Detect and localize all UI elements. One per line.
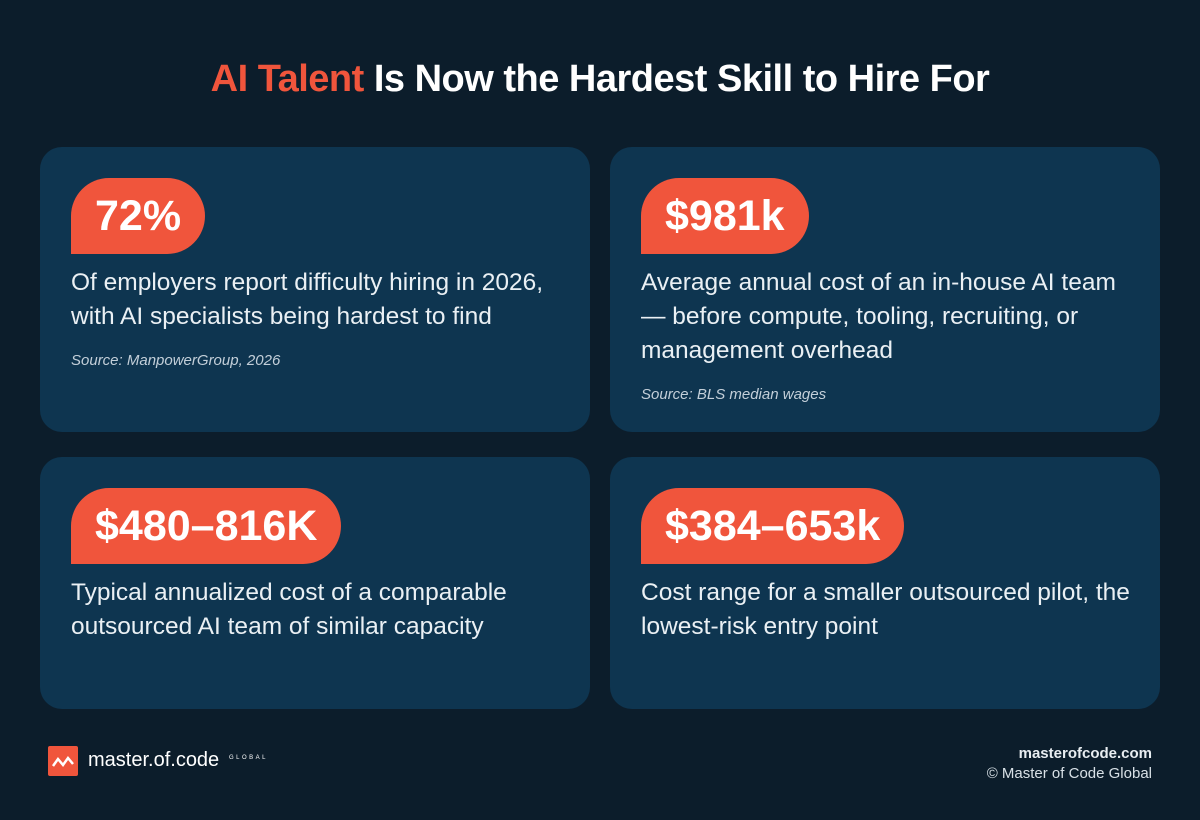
- stat-source: Source: BLS median wages: [641, 386, 827, 403]
- logo-glyph: [51, 755, 74, 768]
- stat-source: Source: ManpowerGroup, 2026: [71, 352, 281, 369]
- stat-card: $981k Average annual cost of an in-house…: [610, 147, 1160, 432]
- title-rest: Is Now the Hardest Skill to Hire For: [373, 58, 990, 100]
- logo-icon: [48, 746, 78, 776]
- brand: master.of.code: [88, 749, 220, 771]
- stat-badge: 72%: [71, 178, 206, 254]
- stat-description: Of employers report difficulty hiring in…: [71, 269, 544, 330]
- title: AI Talent Is Now the Hardest Skill to Hi…: [0, 58, 1200, 101]
- stat-description: Cost range for a smaller outsourced pilo…: [641, 579, 1130, 640]
- stat-description: Typical annualized cost of a comparable …: [71, 579, 507, 640]
- title-highlight: AI Talent: [210, 58, 365, 100]
- stat-badge: $384–653k: [641, 488, 905, 564]
- logo-line: [51, 755, 74, 768]
- brand-suffix: GLOBAL: [229, 755, 269, 761]
- stat-card: $480–816K Typical annualized cost of a c…: [40, 457, 590, 709]
- stat-description: Average annual cost of an in-house AI te…: [641, 269, 1116, 364]
- stat-badge: $480–816K: [71, 488, 342, 564]
- site: masterofcode.com: [1018, 745, 1152, 762]
- copyright: © Master of Code Global: [986, 765, 1152, 782]
- footer-info: masterofcode.com © Master of Code Global: [987, 744, 1152, 784]
- stat-card: 72% Of employers report difficulty hirin…: [40, 147, 590, 432]
- stat-card: $384–653k Cost range for a smaller outso…: [610, 457, 1160, 709]
- stat-badge: $981k: [641, 178, 809, 254]
